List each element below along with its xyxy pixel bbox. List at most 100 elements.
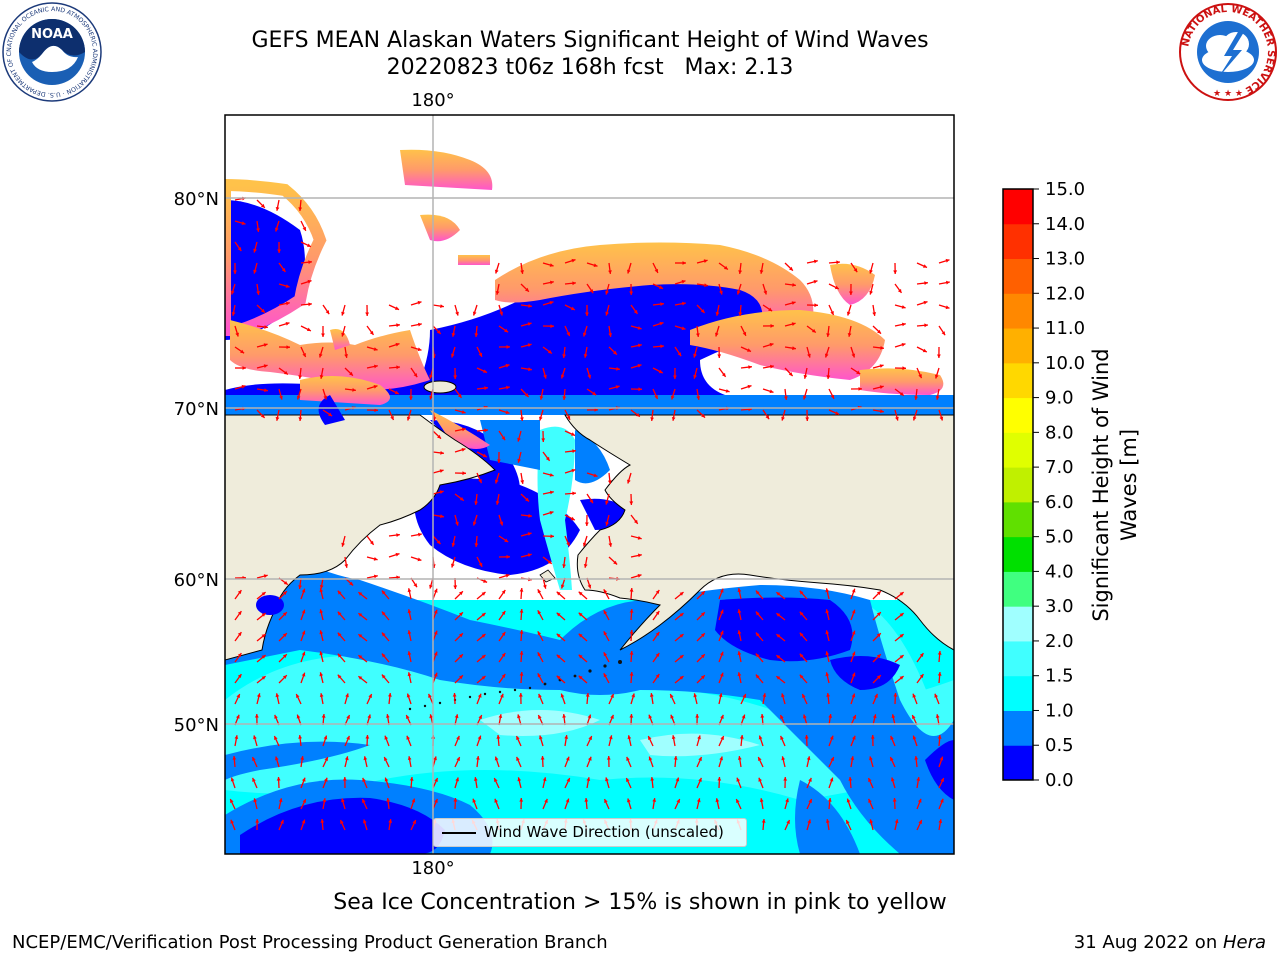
wave-arrow-head [608, 333, 612, 337]
wave-arrow-head [374, 408, 378, 413]
wave-arrow-head [758, 757, 762, 761]
wave-arrow-head [725, 389, 730, 393]
wave-arrow-head [578, 654, 583, 659]
wave-arrow-head [325, 310, 330, 315]
wave-arrow-head [506, 554, 510, 559]
wave-arrow-head [261, 613, 266, 617]
wave-arrow-head [799, 632, 804, 637]
wave-arrow-head [718, 693, 723, 698]
wave-arrow-head [319, 693, 324, 697]
wave-arrow-head [519, 651, 524, 655]
wave-arrow-head [477, 693, 482, 698]
wave-arrow-head [436, 330, 441, 334]
wave-arrow-head [869, 756, 873, 761]
colorbar-tick-label: 8.0 [1045, 422, 1074, 443]
wave-arrow-head [899, 676, 904, 680]
wave-arrow-head [453, 585, 458, 589]
wave-arrow-head [937, 354, 941, 358]
wave-arrow-head [407, 630, 412, 635]
wave-arrow-head [528, 513, 532, 518]
wave-arrow-head [417, 557, 422, 562]
wave-arrow-head [851, 609, 856, 614]
wave-arrow-head [436, 540, 441, 544]
wave-arrow-head [616, 367, 620, 371]
wave-arrow-head [474, 543, 479, 547]
wave-arrow-head [704, 283, 708, 287]
wave-arrow-head [585, 312, 589, 316]
wave-arrow-head [256, 228, 260, 232]
wave-arrow-head [434, 798, 438, 803]
wave-arrow-head [934, 693, 938, 698]
wave-arrow-head [582, 332, 587, 337]
wave-arrow-head [701, 675, 705, 680]
wave-arrow-head [381, 653, 386, 658]
wave-arrow-head [461, 427, 466, 432]
land-alaska [564, 414, 954, 651]
wave-arrow-head [478, 562, 483, 567]
wave-arrow-head [520, 480, 525, 484]
wave-arrow-head [637, 553, 642, 558]
wave-arrow-head [791, 301, 796, 305]
wave-arrow-head [253, 798, 258, 803]
wave-arrow-head [650, 417, 654, 421]
wave-arrow-head [550, 534, 554, 539]
wave-arrow-head [565, 798, 570, 803]
wave-arrow-head [768, 307, 773, 312]
wave-arrow-head [570, 306, 575, 311]
wave-arrow-head [776, 634, 781, 638]
wave-arrow-head [540, 756, 545, 760]
wave-arrow-head [788, 372, 793, 376]
wave-arrow-head [550, 280, 554, 285]
wave-arrow-head [344, 354, 348, 358]
wave-arrow-head [876, 591, 881, 596]
wave-arrow-head [306, 327, 311, 331]
wave-arrow-head [825, 819, 830, 823]
wave-arrow-head [737, 609, 742, 614]
wave-arrow-head [505, 363, 510, 368]
wave-arrow-head [589, 289, 594, 294]
title-line-1: GEFS MEAN Alaskan Waters Significant Hei… [251, 28, 929, 53]
wave-arrow-head [279, 395, 283, 400]
wave-arrow-head [890, 735, 894, 740]
wave-arrow-head [560, 584, 565, 589]
wave-arrow-head [406, 715, 410, 719]
wave-arrow-head [481, 634, 486, 638]
wave-arrow-head [741, 714, 746, 719]
wave-arrow-head [236, 714, 240, 719]
wave-arrow-head [868, 778, 872, 782]
wave-arrow-head [275, 693, 280, 698]
wave-arrow-head [254, 714, 259, 718]
wave-arrow-head [237, 653, 242, 657]
wave-arrow-head [587, 374, 592, 379]
wave-arrow-head [505, 410, 510, 415]
colorbar-tick-label: 5.0 [1045, 527, 1074, 548]
colorbar-block-8 [1003, 467, 1033, 503]
wave-arrow-head [941, 331, 946, 336]
wave-arrow-head [655, 590, 660, 594]
wave-arrow-head [676, 799, 680, 803]
wave-arrow-head [358, 613, 363, 617]
map-frame [224, 114, 955, 855]
wave-arrow-head [274, 714, 278, 719]
wave-arrow-head [301, 777, 306, 782]
wave-arrow-head [703, 259, 708, 263]
wave-arrow-head [337, 653, 342, 658]
wave-arrow-head [901, 343, 906, 347]
wave-arrow-head [719, 630, 724, 635]
wave-arrow-head [440, 304, 444, 308]
wave-arrow-head [808, 799, 812, 803]
wave-arrow-head [792, 283, 796, 287]
wave-arrow-head [604, 799, 608, 803]
wave-arrow-head [455, 777, 459, 782]
wave-arrow-head [803, 714, 807, 719]
colorbar-tick-label: 13.0 [1045, 249, 1085, 270]
wave-arrow-head [429, 374, 433, 379]
wave-arrow-head [650, 777, 655, 781]
wave-arrow-head [946, 280, 950, 285]
wave-arrow-head [899, 592, 904, 596]
wave-arrow-head [500, 693, 504, 698]
wave-arrow-head [891, 714, 896, 719]
wave-arrow-head [556, 633, 561, 638]
wave-arrow-head [241, 221, 246, 225]
wave-arrow-head [274, 736, 278, 740]
